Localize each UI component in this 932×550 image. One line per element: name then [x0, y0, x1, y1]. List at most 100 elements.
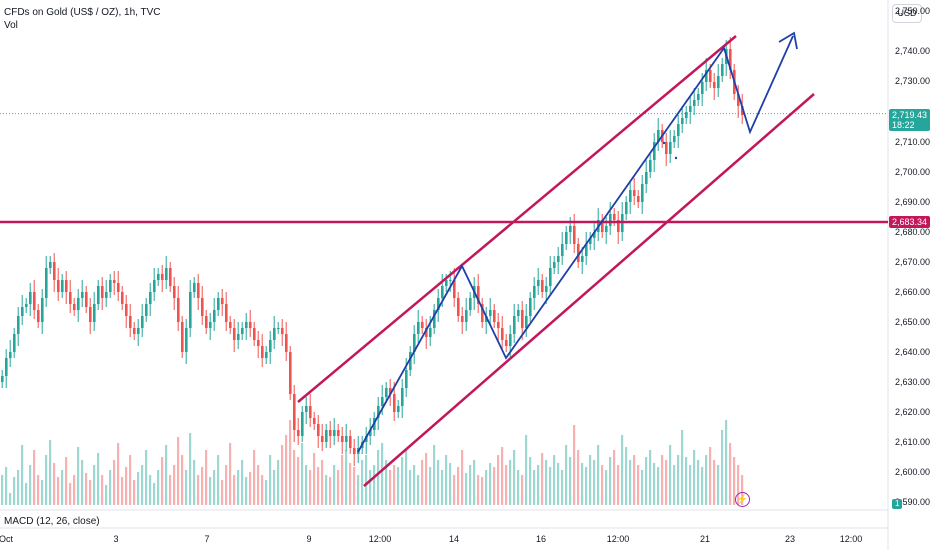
volume-bar: [333, 465, 336, 505]
candle-body: [657, 130, 660, 142]
candle-body: [265, 352, 268, 358]
volume-bar: [1, 475, 4, 505]
candle-body: [445, 280, 448, 286]
candle-body: [433, 310, 436, 328]
y-tick-label: 2,680.00: [895, 227, 931, 237]
volume-bar: [113, 460, 116, 505]
volume-bar: [657, 467, 660, 505]
volume-bar: [721, 430, 724, 505]
candle-body: [481, 304, 484, 322]
volume-bar: [401, 457, 404, 505]
candle-body: [309, 406, 312, 418]
candle-body: [605, 226, 608, 232]
x-tick-label: 3: [113, 534, 119, 544]
volume-bar: [581, 463, 584, 505]
volume-bar: [61, 470, 64, 505]
marker-dot: [662, 141, 666, 145]
volume-bar: [125, 467, 128, 505]
candle-body: [741, 106, 744, 115]
volume-bar: [261, 475, 264, 505]
candle-body: [261, 346, 264, 358]
volume-bar: [409, 470, 412, 505]
candle-body: [185, 328, 188, 352]
y-tick-label: 2,750.00: [895, 6, 931, 16]
candle-body: [501, 328, 504, 340]
candle-body: [425, 328, 428, 337]
candle-body: [157, 274, 160, 280]
volume-bar: [17, 470, 20, 505]
candle-body: [237, 334, 240, 340]
candle-body: [685, 112, 688, 118]
volume-bar: [309, 470, 312, 505]
candle-body: [645, 172, 648, 184]
candle-body: [673, 136, 676, 142]
volume-bar: [173, 465, 176, 505]
candle-body: [109, 280, 112, 292]
flash-icon[interactable]: ⚡: [735, 492, 750, 507]
y-tick-label: 2,710.00: [895, 137, 931, 147]
candle-body: [517, 310, 520, 316]
candle-body: [521, 310, 524, 328]
volume-bar: [305, 465, 308, 505]
volume-bar: [93, 465, 96, 505]
volume-bar: [157, 470, 160, 505]
volume-bar: [445, 455, 448, 505]
volume-bar: [701, 467, 704, 505]
volume-bar: [265, 480, 268, 505]
candle-body: [85, 292, 88, 307]
candle-body: [665, 142, 668, 154]
volume-bar: [161, 457, 164, 505]
volume-bar: [301, 443, 304, 505]
y-tick-label: 2,630.00: [895, 377, 931, 387]
y-tick-label: 2,690.00: [895, 197, 931, 207]
candle-body: [529, 298, 532, 316]
level-price-tag: 2,683.34: [889, 216, 931, 228]
y-tick-label: 2,600.00: [895, 467, 931, 477]
candle-body: [141, 316, 144, 328]
volume-bar: [677, 455, 680, 505]
candle-body: [337, 430, 340, 436]
candle-body: [5, 358, 8, 376]
candle-body: [625, 202, 628, 214]
volume-bar: [345, 450, 348, 505]
volume-bar: [89, 480, 92, 505]
volume-bar: [501, 447, 504, 505]
candle-body: [117, 283, 120, 292]
volume-bar: [553, 455, 556, 505]
volume-bar: [193, 460, 196, 505]
volume-bar: [237, 470, 240, 505]
y-tick-label: 2,730.00: [895, 76, 931, 86]
candle-body: [289, 352, 292, 394]
volume-bar: [281, 445, 284, 505]
volume-bar: [317, 467, 320, 505]
candle-body: [317, 424, 320, 436]
volume-bar: [733, 457, 736, 505]
volume-bar: [729, 443, 732, 505]
y-tick-label: 2,650.00: [895, 317, 931, 327]
x-tick-label: 9: [306, 534, 312, 544]
currency-button[interactable]: USD: [892, 4, 922, 23]
volume-bar: [741, 475, 744, 505]
candle-body: [189, 292, 192, 328]
candle-body: [41, 298, 44, 322]
candle-body: [385, 388, 388, 397]
x-tick-label: Oct: [0, 534, 14, 544]
volume-bar: [497, 455, 500, 505]
candle-body: [81, 292, 84, 298]
candle-body: [45, 268, 48, 298]
volume-bar: [41, 480, 44, 505]
macd-label: MACD (12, 26, close): [4, 516, 100, 527]
candle-body: [253, 328, 256, 340]
volume-bar: [737, 465, 740, 505]
candle-body: [293, 394, 296, 430]
candle-body: [205, 316, 208, 328]
volume-bar: [117, 443, 120, 505]
volume-bar: [673, 465, 676, 505]
candle-body: [241, 328, 244, 334]
candle-body: [549, 268, 552, 286]
volume-bar: [597, 445, 600, 505]
volume-bar: [185, 470, 188, 505]
candle-body: [653, 142, 656, 160]
volume-bar: [221, 480, 224, 505]
